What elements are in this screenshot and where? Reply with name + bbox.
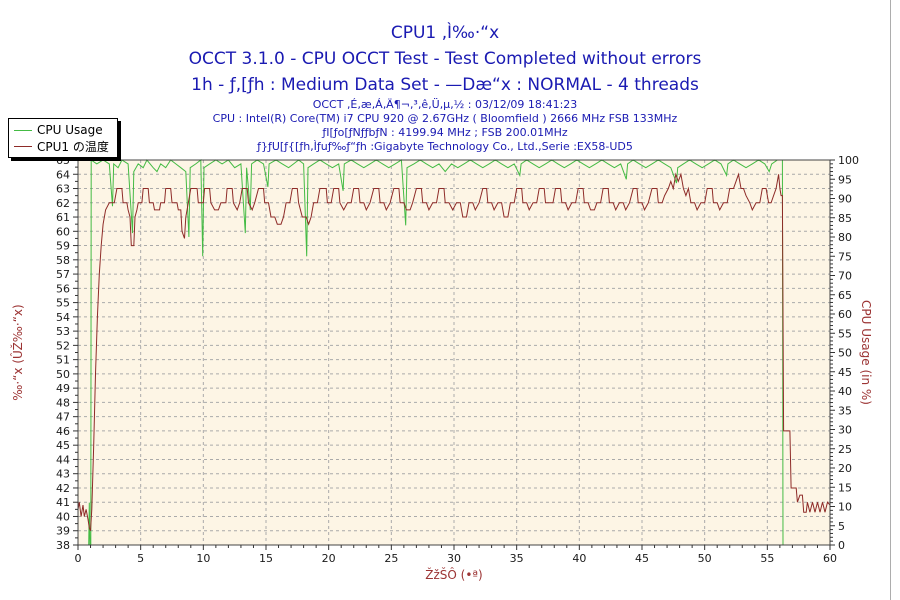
tick-label-y-left: 61 — [56, 211, 70, 224]
tick-label-y-left: 42 — [56, 482, 70, 495]
legend-item-cpu1-temperature: CPU1 の温度 — [14, 138, 109, 154]
tick-label-y-left: 48 — [56, 396, 70, 409]
tick-label-y-left: 64 — [56, 168, 70, 181]
tick-label-y-right: 75 — [838, 250, 852, 263]
tick-label-y-left: 60 — [56, 225, 70, 238]
tick-label-y-right: 60 — [838, 308, 852, 321]
x-axis-label: ŽžŠÔ (•ª) — [425, 567, 483, 582]
info-motherboard: ƒ}ƒU[ƒ{[ƒh‚Ìƒuƒ‰ƒ“ƒh :Gigabyte Technolog… — [257, 140, 633, 153]
legend: CPU Usage CPU1 の温度 — [8, 118, 118, 158]
chart-header: CPU1 ‚Ì‰·“x OCCT 3.1.0 - CPU OCCT Test -… — [0, 20, 890, 154]
tick-label-y-right: 15 — [838, 481, 852, 494]
series-cpu1-temperature — [77, 172, 831, 531]
tick-label-y-left: 49 — [56, 382, 70, 395]
tick-label-y-right: 45 — [838, 366, 852, 379]
tick-label-x: 45 — [635, 552, 649, 565]
tick-label-y-right: 55 — [838, 327, 852, 340]
tick-label-x: 30 — [447, 552, 461, 565]
tick-label-x: 60 — [823, 552, 837, 565]
tick-label-y-right: 5 — [838, 520, 845, 533]
tick-label-y-left: 38 — [56, 539, 70, 552]
tick-label-x: 55 — [760, 552, 774, 565]
tick-label-y-right: 0 — [838, 539, 845, 552]
tick-label-y-left: 55 — [56, 297, 70, 310]
legend-label-cpu-usage: CPU Usage — [37, 123, 103, 137]
tick-label-y-left: 44 — [56, 453, 70, 466]
legend-line-swatch-cpu-usage — [14, 129, 32, 131]
tick-label-x: 20 — [322, 552, 336, 565]
tick-label-x: 0 — [75, 552, 82, 565]
tick-label-y-left: 59 — [56, 240, 70, 253]
series-cpu-usage — [78, 158, 830, 546]
tick-label-y-left: 56 — [56, 282, 70, 295]
tick-label-x: 35 — [510, 552, 524, 565]
chart-subtitle-test-mode: 1h - ƒ‚[ƒh : Medium Data Set - —Dæ“x : N… — [191, 75, 699, 95]
tick-label-y-right: 25 — [838, 443, 852, 456]
tick-label-y-left: 62 — [56, 197, 70, 210]
tick-label-y-left: 58 — [56, 254, 70, 267]
tick-label-y-left: 40 — [56, 510, 70, 523]
tick-label-y-right: 50 — [838, 347, 852, 360]
tick-label-y-right: 80 — [838, 231, 852, 244]
tick-label-y-right: 40 — [838, 385, 852, 398]
panel-right-border — [890, 0, 891, 600]
tick-label-y-left: 57 — [56, 268, 70, 281]
tick-label-y-right: 30 — [838, 424, 852, 437]
tick-label-y-right: 95 — [838, 173, 852, 186]
tick-label-y-right: 35 — [838, 404, 852, 417]
tick-label-x: 40 — [572, 552, 586, 565]
tick-label-x: 10 — [196, 552, 210, 565]
tick-label-y-left: 63 — [56, 183, 70, 196]
tick-label-y-right: 20 — [838, 462, 852, 475]
legend-item-cpu-usage: CPU Usage — [14, 122, 109, 138]
tick-label-x: 25 — [384, 552, 398, 565]
tick-label-y-left: 45 — [56, 439, 70, 452]
tick-label-y-right: 100 — [838, 154, 859, 167]
tick-label-y-left: 52 — [56, 339, 70, 352]
tick-label-y-right: 85 — [838, 212, 852, 225]
tick-label-y-left: 47 — [56, 411, 70, 424]
legend-line-swatch-cpu1-temperature — [14, 145, 32, 147]
y-axis-label-left: ‰·“x (ÛŽ‰·“x) — [10, 304, 25, 400]
tick-label-y-left: 46 — [56, 425, 70, 438]
tick-label-y-left: 41 — [56, 496, 70, 509]
y-axis-label-right: CPU Usage (in %) — [859, 300, 873, 405]
tick-label-y-left: 43 — [56, 468, 70, 481]
tick-label-x: 50 — [698, 552, 712, 565]
tick-label-y-right: 90 — [838, 193, 852, 206]
tick-label-y-left: 39 — [56, 525, 70, 538]
chart-title: CPU1 ‚Ì‰·“x — [390, 23, 500, 43]
tick-label-y-left: 54 — [56, 311, 70, 324]
chart-subtitle-test-result: OCCT 3.1.0 - CPU OCCT Test - Test Comple… — [188, 49, 702, 69]
info-generated-timestamp: OCCT ‚É‚æ‚Á‚Ä¶¬‚³‚ê‚Ü‚µ‚½ : 03/12/09 18:… — [312, 98, 578, 111]
tick-label-y-left: 51 — [56, 354, 70, 367]
tick-label-y-right: 10 — [838, 501, 852, 514]
info-overclock: ƒI[ƒo[ƒNƒƒbƒN : 4199.94 MHz ; FSB 200.01… — [322, 126, 568, 139]
tick-label-y-right: 65 — [838, 289, 852, 302]
tick-label-y-right: 70 — [838, 270, 852, 283]
tick-label-y-left: 53 — [56, 325, 70, 338]
legend-label-cpu1-temperature: CPU1 の温度 — [37, 139, 109, 154]
tick-label-y-left: 50 — [56, 368, 70, 381]
tick-label-x: 15 — [259, 552, 273, 565]
info-cpu: CPU : Intel(R) Core(TM) i7 CPU 920 @ 2.6… — [212, 112, 678, 125]
tick-label-x: 5 — [137, 552, 144, 565]
